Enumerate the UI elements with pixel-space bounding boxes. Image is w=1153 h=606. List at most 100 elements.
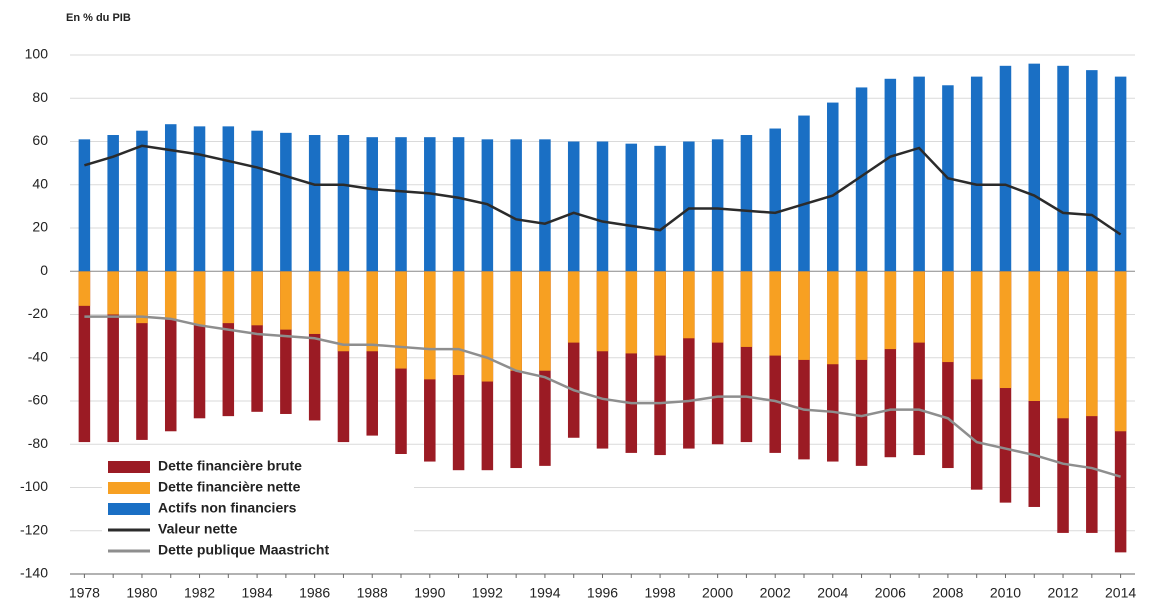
bar [366, 137, 378, 272]
bar [136, 271, 148, 324]
bar [711, 271, 724, 445]
bar [855, 87, 868, 272]
bar [510, 139, 522, 272]
bar [78, 271, 91, 306]
bar [1028, 271, 1041, 401]
bar [539, 271, 551, 371]
legend-label: Valeur nette [158, 521, 238, 537]
bar [683, 271, 695, 339]
bar [78, 271, 91, 443]
bar [193, 271, 206, 326]
y-tick-label: 100 [25, 46, 49, 62]
x-tick-label: 2000 [702, 585, 733, 601]
bar [654, 271, 666, 356]
bar [683, 271, 695, 449]
bar [308, 271, 321, 334]
legend-box [102, 454, 414, 564]
bar [308, 271, 321, 421]
bar [942, 271, 954, 363]
x-tick-label: 1978 [69, 585, 100, 601]
bar [337, 271, 350, 352]
y-tick-label: 20 [32, 219, 48, 235]
y-tick-label: 0 [40, 262, 48, 278]
bar [970, 271, 983, 490]
bar [280, 132, 292, 272]
bar [827, 271, 839, 365]
legend-swatch [108, 461, 150, 473]
chart-title: En % du PIB [66, 12, 131, 24]
bar [654, 145, 666, 272]
bar [1086, 271, 1098, 417]
x-tick-label: 1994 [529, 585, 560, 601]
bar [395, 271, 407, 369]
bar [596, 271, 609, 449]
bar [222, 126, 235, 272]
bar [222, 271, 235, 324]
x-tick-label: 1982 [184, 585, 215, 601]
bar [625, 271, 638, 453]
bar [280, 271, 292, 414]
bar [452, 137, 465, 272]
bar [999, 65, 1012, 272]
y-tick-label: 80 [32, 89, 48, 105]
bar [855, 271, 868, 360]
bar [970, 76, 983, 272]
bar [1114, 76, 1127, 272]
bar [798, 271, 810, 360]
bar [539, 139, 551, 272]
bar [424, 271, 436, 380]
bar [395, 137, 407, 272]
bar [769, 271, 781, 356]
legend-swatch [108, 503, 150, 515]
bar [942, 271, 954, 469]
bar [740, 271, 753, 347]
bar [136, 271, 148, 440]
bar [884, 271, 897, 458]
bar [625, 143, 638, 272]
legend-label: Dette publique Maastricht [158, 542, 329, 558]
bar [855, 271, 868, 466]
bar [424, 137, 436, 272]
bar [798, 115, 810, 272]
bar [222, 271, 235, 417]
x-tick-label: 1984 [242, 585, 273, 601]
bar [884, 271, 897, 350]
x-tick-label: 2002 [760, 585, 791, 601]
x-tick-label: 1988 [357, 585, 388, 601]
y-tick-label: -20 [28, 305, 48, 321]
bar [884, 78, 897, 272]
bar [827, 271, 839, 462]
bar [683, 141, 695, 272]
legend-label: Dette financière nette [158, 479, 301, 495]
bar [567, 271, 580, 438]
bar [711, 271, 724, 343]
x-tick-label: 2004 [817, 585, 848, 601]
bar [913, 271, 925, 343]
x-tick-label: 2012 [1047, 585, 1078, 601]
y-tick-label: 40 [32, 175, 48, 191]
bar [654, 271, 666, 456]
y-tick-label: -140 [20, 565, 48, 581]
bar [740, 135, 753, 272]
bar [481, 271, 494, 382]
x-tick-label: 2006 [875, 585, 906, 601]
bar [366, 271, 378, 436]
legend-label: Dette financière brute [158, 458, 302, 474]
bar [337, 271, 350, 443]
line [84, 144, 1122, 236]
bar [78, 139, 91, 272]
bar [337, 135, 350, 272]
y-tick-label: -40 [28, 348, 48, 364]
bar [193, 271, 206, 419]
x-tick-label: 2008 [932, 585, 963, 601]
bar [164, 271, 177, 432]
bar [711, 139, 724, 272]
bar [107, 271, 119, 443]
bar [1086, 70, 1098, 272]
bar [251, 271, 263, 326]
x-tick-label: 2014 [1105, 585, 1136, 601]
y-tick-label: -80 [28, 435, 48, 451]
bar [280, 271, 292, 330]
bar [625, 271, 638, 354]
